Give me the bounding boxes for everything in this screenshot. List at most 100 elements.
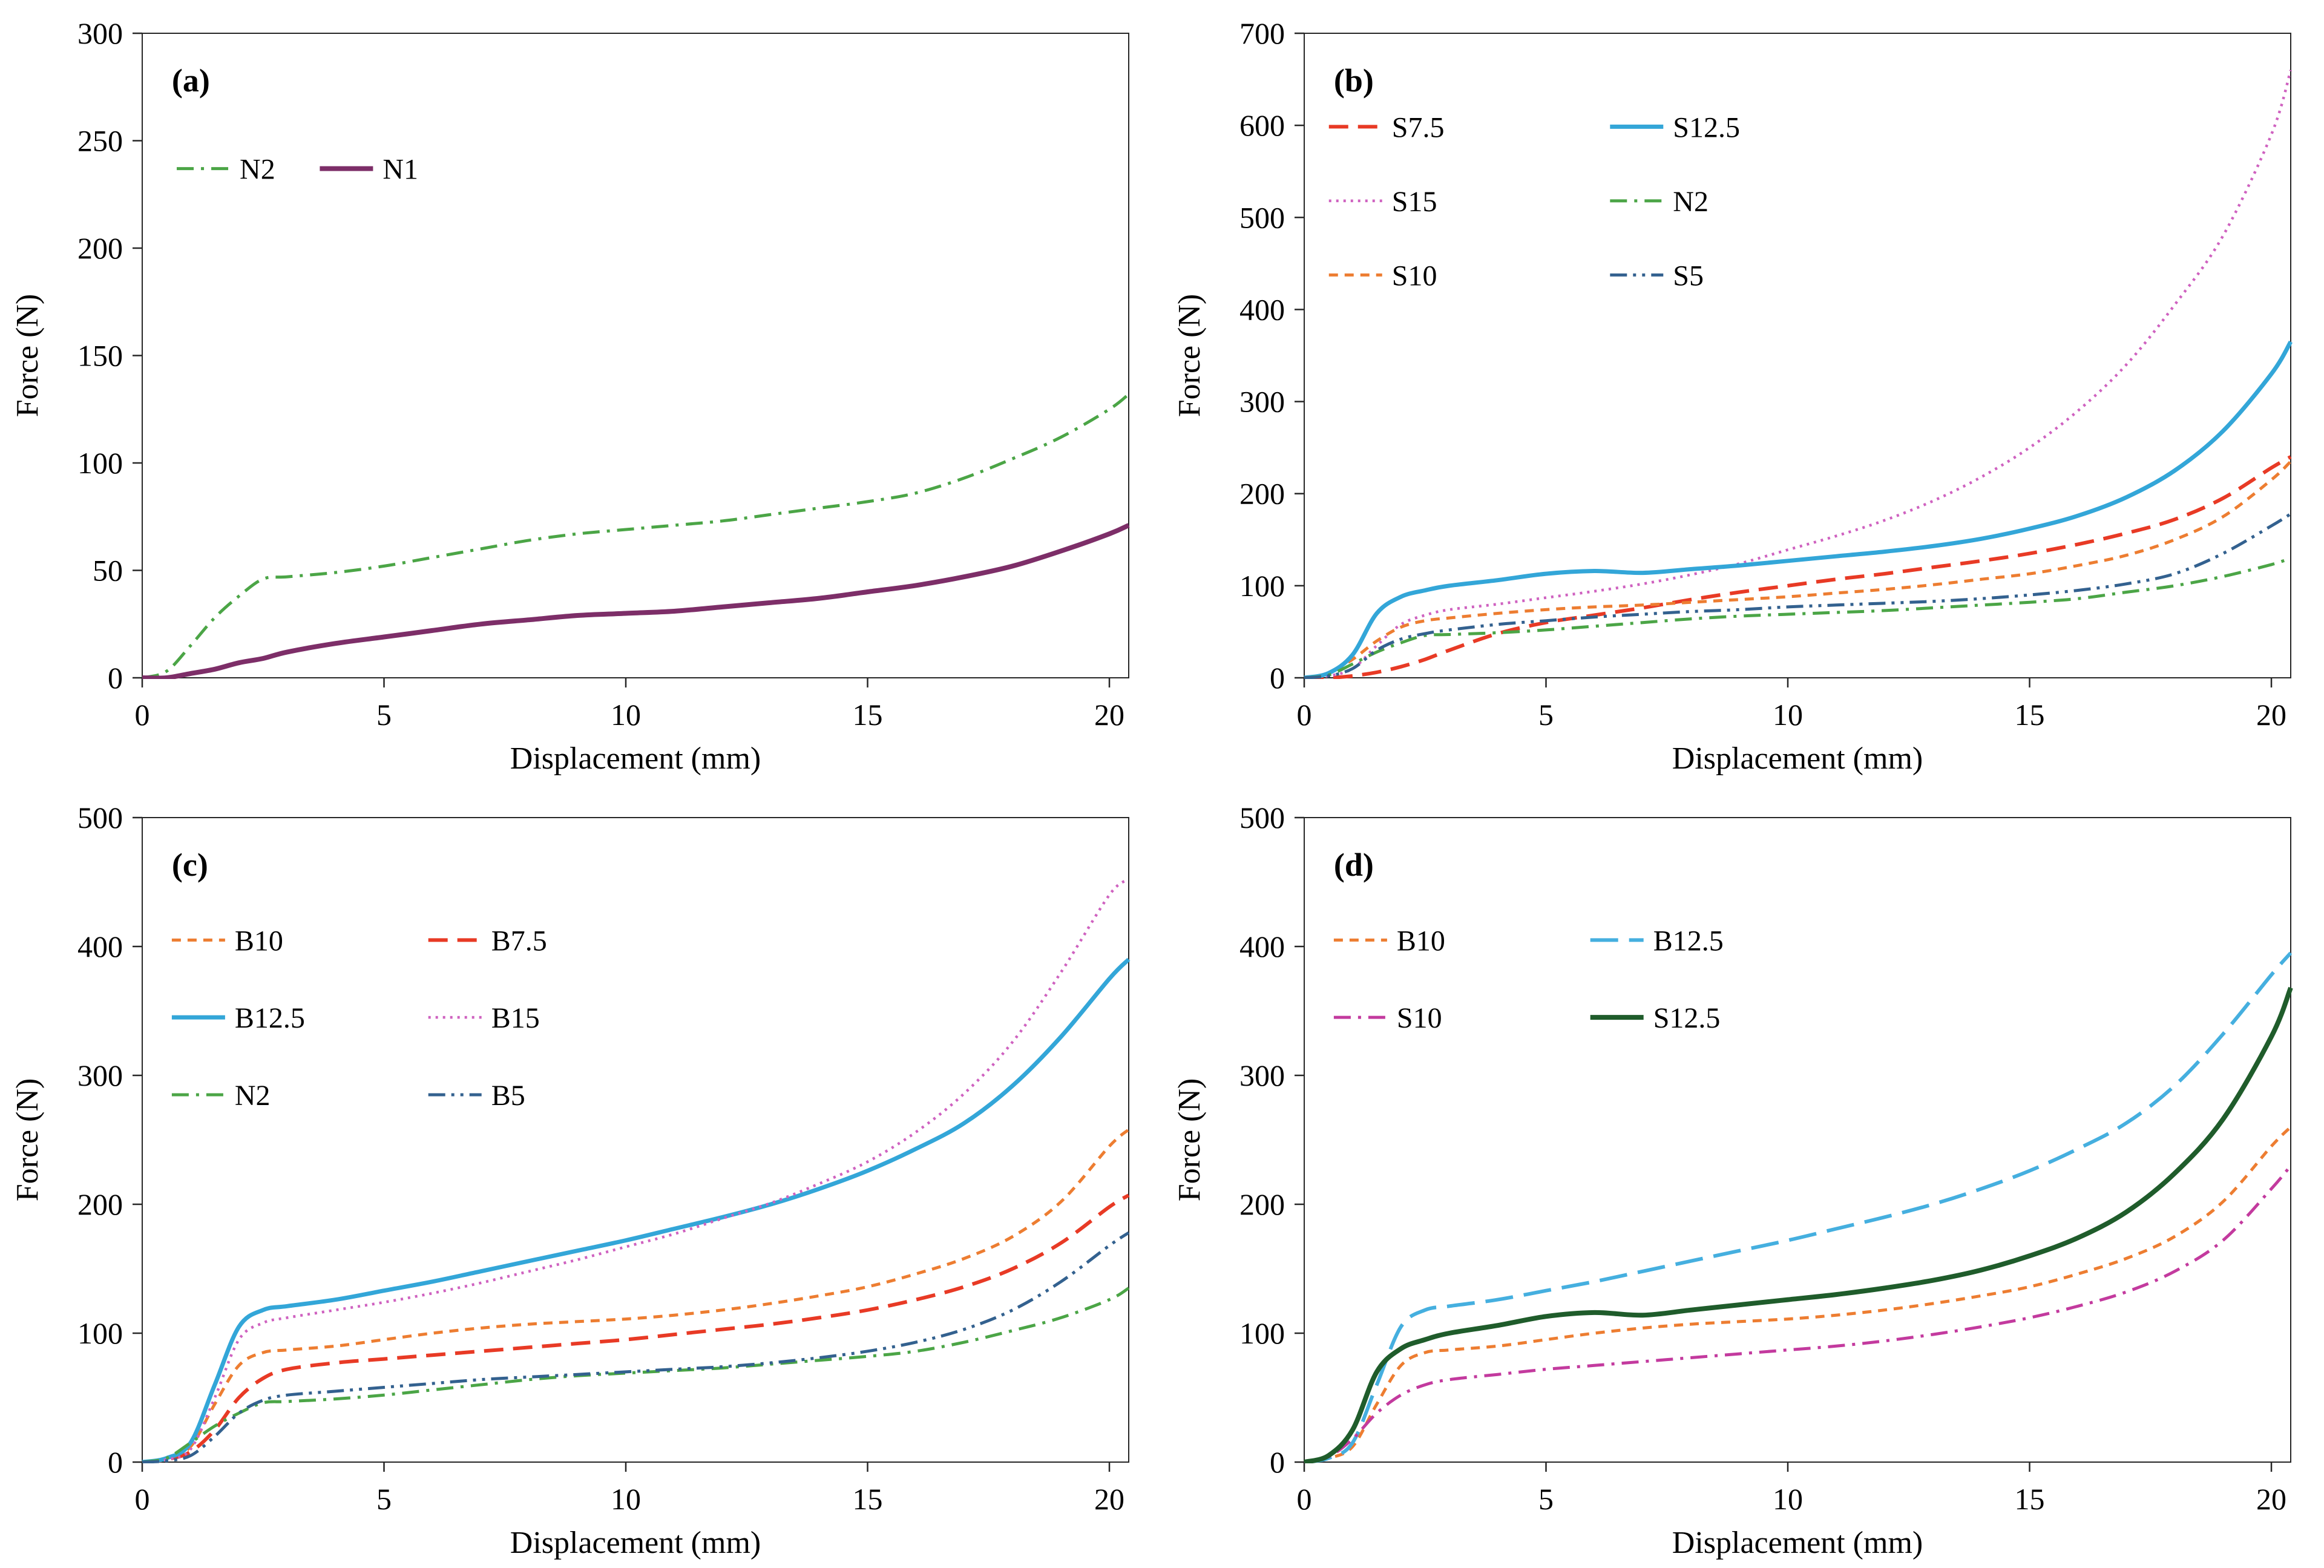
series-line-S12.5 (1304, 340, 2293, 679)
legend-label-B10: B10 (235, 925, 283, 957)
x-tick-label: 15 (2015, 698, 2045, 732)
x-tick-label: 5 (1538, 698, 1554, 732)
x-tick-label: 0 (1297, 698, 1312, 732)
y-tick-label: 50 (93, 554, 123, 588)
chart-svg: 0 100 200 300 400 500 0 5 10 15 20 Displacement (mm… (10, 801, 1131, 1560)
legend-label-S10: S10 (1392, 260, 1437, 292)
series-line-S5 (1304, 513, 2292, 679)
legend-label-S12.5: S12.5 (1653, 1002, 1721, 1034)
x-tick-label: 0 (1297, 1482, 1312, 1516)
x-tick-label: 20 (1094, 1482, 1124, 1516)
y-tick-label: 0 (108, 661, 123, 695)
y-tick-label: 200 (77, 1187, 123, 1221)
legend-label-N2: N2 (240, 154, 275, 186)
x-tick-label: 0 (135, 1482, 150, 1516)
x-tick-label: 5 (376, 698, 392, 732)
chart-svg: 0 100 200 300 400 500 0 5 10 15 20 Displacement (mm… (1172, 801, 2293, 1560)
chart-panel-a: 0 50 100 150 200 250 300 0 5 10 15 20 Displacement (… (0, 0, 1162, 784)
legend-label-N2: N2 (235, 1080, 271, 1112)
y-tick-label: 300 (77, 16, 123, 50)
y-axis-label: Force (N) (10, 1078, 45, 1202)
y-axis-label: Force (N) (1172, 294, 1207, 418)
x-tick-label: 15 (2015, 1482, 2045, 1516)
x-tick-label: 20 (1094, 698, 1124, 732)
series-line-B15 (142, 878, 1130, 1463)
y-tick-label: 400 (77, 930, 123, 963)
legend-label-S12.5: S12.5 (1673, 111, 1740, 143)
x-tick-label: 10 (1773, 1482, 1803, 1516)
y-tick-label: 150 (77, 339, 123, 373)
series-line-B12.5 (142, 957, 1131, 1463)
y-axis-label: Force (N) (1172, 1078, 1207, 1202)
y-tick-label: 100 (77, 1316, 123, 1350)
legend-label-B7.5: B7.5 (491, 925, 547, 957)
x-axis-label: Displacement (mm) (1672, 741, 1923, 776)
legend-label-B12.5: B12.5 (1653, 925, 1724, 957)
y-tick-label: 300 (1239, 385, 1285, 419)
x-tick-label: 20 (2256, 1482, 2286, 1516)
plot-border (142, 33, 1129, 678)
panel-label: (b) (1334, 62, 1374, 99)
legend-label-S7.5: S7.5 (1392, 111, 1445, 143)
legend-label-N1: N1 (382, 154, 418, 186)
y-tick-label: 100 (1239, 569, 1285, 603)
y-tick-label: 500 (1239, 200, 1285, 234)
y-tick-label: 100 (1239, 1316, 1285, 1350)
x-tick-label: 15 (853, 698, 883, 732)
y-axis-label: Force (N) (10, 294, 45, 418)
series-line-B12.5 (1304, 951, 2293, 1463)
legend-label-B10: B10 (1397, 925, 1445, 957)
series-line-B5 (142, 1231, 1130, 1463)
plot-border (1304, 817, 2291, 1463)
x-tick-label: 20 (2256, 698, 2286, 732)
x-tick-label: 0 (135, 698, 150, 732)
chart-panel-c: 0 100 200 300 400 500 0 5 10 15 20 Displacement (mm… (0, 784, 1162, 1568)
legend-label-B12.5: B12.5 (235, 1002, 305, 1034)
series-line-B7.5 (142, 1193, 1130, 1463)
x-axis-label: Displacement (mm) (1672, 1526, 1923, 1560)
chart-panel-d: 0 100 200 300 400 500 0 5 10 15 20 Displacement (mm… (1162, 784, 2324, 1568)
series-line-N2 (1304, 556, 2291, 679)
y-tick-label: 0 (108, 1445, 123, 1479)
x-axis-label: Displacement (mm) (510, 1526, 761, 1560)
chart-svg: 0 100 200 300 400 500 600 700 0 5 10 15 20 Displaceme… (1172, 16, 2293, 776)
chart-svg: 0 50 100 150 200 250 300 0 5 10 15 20 Displacement (… (10, 16, 1130, 776)
panel-label: (d) (1334, 847, 1374, 883)
x-tick-label: 5 (1538, 1482, 1554, 1516)
y-tick-label: 300 (77, 1058, 123, 1092)
series-line-S10 (1304, 460, 2292, 679)
y-tick-label: 200 (1239, 477, 1285, 511)
series-line-N2 (142, 393, 1130, 679)
series-line-B10 (142, 1128, 1130, 1463)
plot-border (1304, 33, 2291, 678)
legend-label-N2: N2 (1673, 186, 1709, 218)
series-line-N2 (142, 1287, 1130, 1463)
legend-label-B5: B5 (491, 1080, 525, 1112)
legend-label-S5: S5 (1673, 260, 1704, 292)
series-line-S12.5 (1303, 986, 2293, 1463)
y-tick-label: 700 (1239, 16, 1285, 50)
legend-label-S15: S15 (1392, 186, 1437, 218)
series-line-N1 (142, 523, 1130, 679)
y-tick-label: 600 (1239, 108, 1285, 142)
plot-border (142, 817, 1129, 1463)
y-tick-label: 500 (77, 801, 123, 835)
y-tick-label: 400 (1239, 292, 1285, 326)
legend-label-S10: S10 (1397, 1002, 1442, 1034)
y-tick-label: 200 (77, 231, 123, 265)
panel-label: (c) (172, 847, 208, 883)
series-line-B10 (1304, 1126, 2292, 1463)
y-tick-label: 300 (1239, 1058, 1285, 1092)
x-tick-label: 15 (853, 1482, 883, 1516)
y-tick-label: 0 (1270, 1445, 1285, 1479)
x-tick-label: 10 (1773, 698, 1803, 732)
x-tick-label: 10 (611, 1482, 641, 1516)
x-tick-label: 5 (376, 1482, 392, 1516)
panel-label: (a) (172, 62, 210, 99)
legend-label-B15: B15 (491, 1002, 540, 1034)
y-tick-label: 400 (1239, 930, 1285, 963)
y-tick-label: 250 (77, 124, 123, 158)
x-axis-label: Displacement (mm) (510, 741, 761, 776)
y-tick-label: 0 (1270, 661, 1285, 695)
